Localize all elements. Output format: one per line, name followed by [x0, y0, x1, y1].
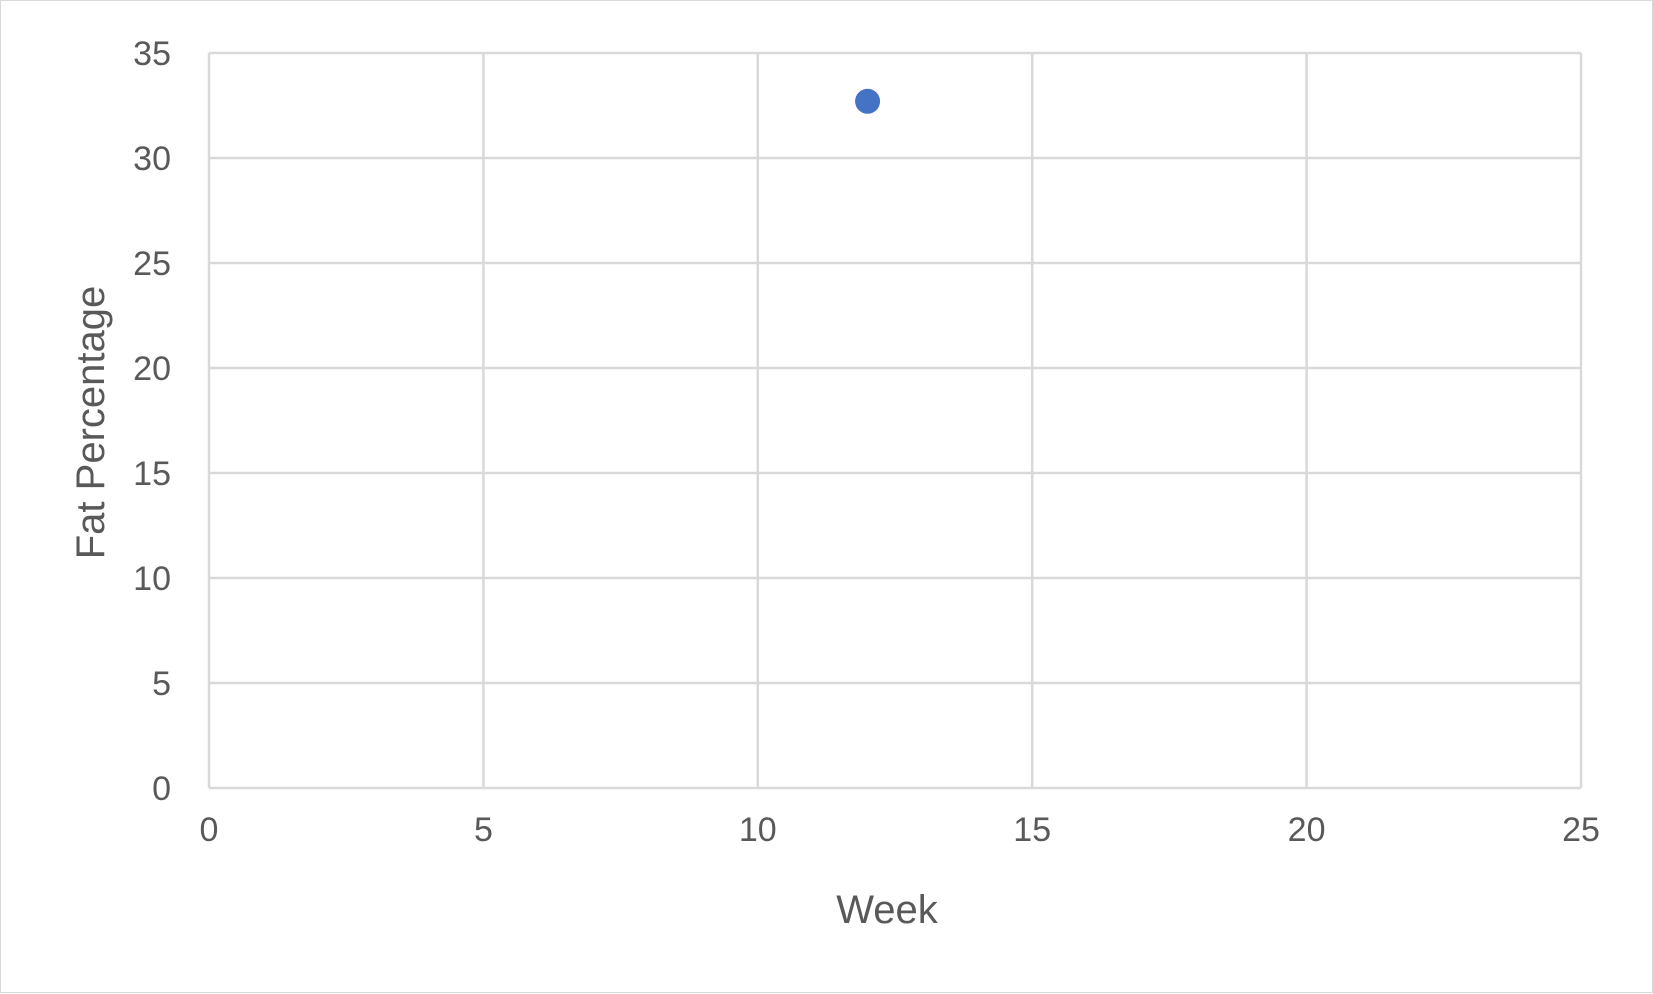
y-axis-ticks: 0 5 10 15 20 25 30 35	[133, 35, 171, 808]
y-axis-title: Fat Percentage	[69, 286, 113, 560]
x-tick-label: 15	[1013, 811, 1051, 849]
x-tick-label: 10	[739, 811, 777, 849]
y-tick-label: 20	[133, 350, 171, 388]
y-tick-label: 30	[133, 140, 171, 178]
data-points	[855, 88, 881, 114]
x-tick-label: 25	[1562, 811, 1600, 849]
y-tick-label: 10	[133, 560, 171, 598]
data-point	[855, 88, 881, 114]
x-tick-label: 5	[474, 811, 493, 849]
y-tick-label: 35	[133, 35, 171, 73]
y-tick-label: 25	[133, 245, 171, 283]
x-tick-label: 0	[200, 811, 219, 849]
x-tick-label: 20	[1288, 811, 1326, 849]
y-tick-label: 0	[152, 770, 171, 808]
x-axis-ticks: 0 5 10 15 20 25	[200, 811, 1600, 849]
gridlines	[207, 51, 1583, 790]
x-axis-title: Week	[836, 888, 939, 932]
y-tick-label: 5	[152, 665, 171, 703]
y-tick-label: 15	[133, 455, 171, 493]
